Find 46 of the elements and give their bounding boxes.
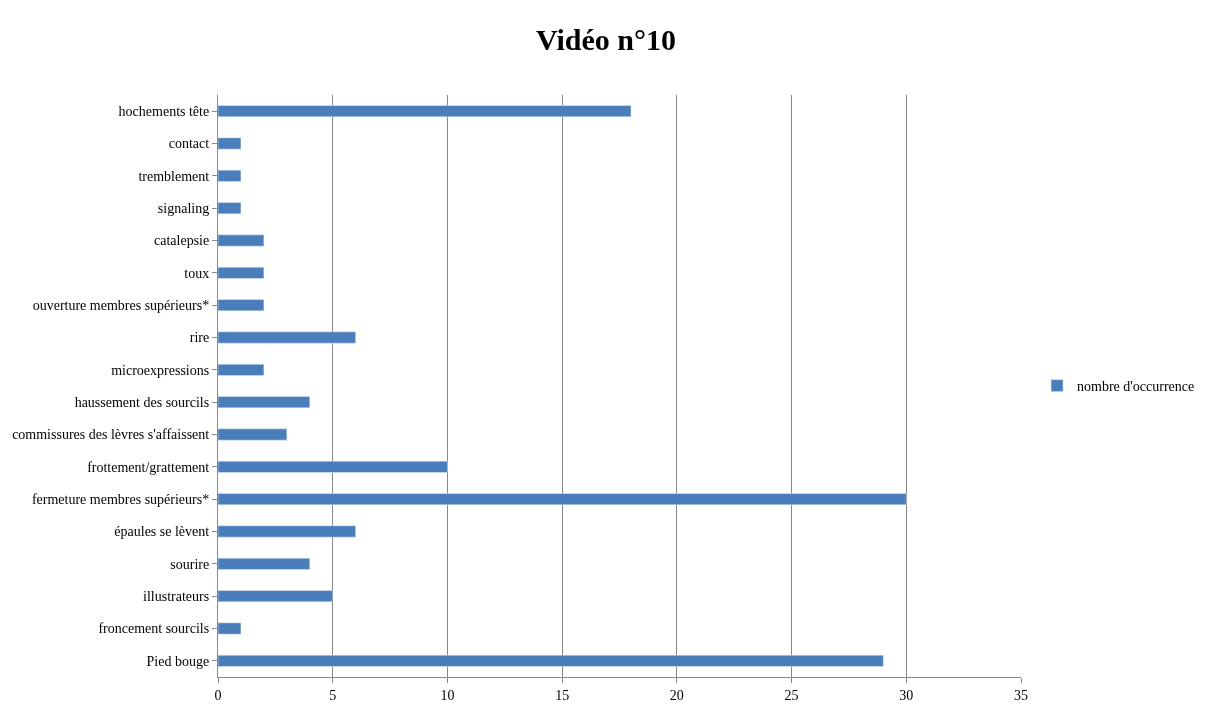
y-tick-label: fermeture membres supérieurs* (31, 492, 210, 508)
y-tick-label: haussement des sourcils (74, 395, 210, 411)
y-tick-label: sourire (170, 556, 210, 572)
bar (218, 266, 265, 279)
y-tick-label: hochements tête (118, 104, 210, 120)
y-tick-label: toux (184, 265, 210, 281)
bar (218, 622, 242, 635)
x-tick-label: 35 (1014, 687, 1028, 703)
y-tick-label: tremblement (138, 168, 210, 184)
x-tick-label: 10 (440, 687, 455, 703)
chart-title: Vidéo n°10 (535, 22, 677, 56)
y-tick-label: frottement/grattement (87, 459, 210, 475)
bar (218, 428, 288, 441)
y-tick-label: rire (189, 330, 210, 346)
y-tick-label: Pied bouge (146, 653, 210, 669)
y-tick-label: microexpressions (111, 362, 210, 378)
bar (218, 234, 265, 247)
bar (218, 105, 632, 118)
y-tick-label: froncement sourcils (98, 621, 210, 637)
bar (218, 169, 242, 182)
y-tick-label: catalepsie (154, 233, 210, 249)
bar (218, 137, 242, 150)
y-tick-label: ouverture membres supérieurs* (32, 298, 210, 314)
bar (218, 331, 356, 344)
y-tick-label: signaling (157, 201, 210, 217)
y-tick-label: illustrateurs (143, 589, 210, 605)
x-tick-label: 0 (214, 687, 222, 703)
y-tick-label: contact (168, 136, 210, 152)
bar (218, 460, 448, 473)
bar (218, 590, 333, 603)
x-tick-label: 30 (899, 687, 914, 703)
x-tick-label: 25 (784, 687, 799, 703)
bar (218, 557, 311, 570)
x-tick-label: 5 (329, 687, 337, 703)
bar (218, 299, 265, 312)
bar (218, 202, 242, 215)
bar (218, 493, 907, 506)
bar (218, 654, 884, 667)
legend-label: nombre d'occurrence (1077, 379, 1195, 395)
bar (218, 525, 356, 538)
y-tick-label: commissures des lèvres s'affaissent (12, 427, 210, 443)
x-tick-label: 20 (669, 687, 684, 703)
y-tick-label: épaules se lèvent (114, 524, 210, 540)
bar (218, 396, 311, 409)
bar (218, 363, 265, 376)
x-tick-label: 15 (555, 687, 570, 703)
